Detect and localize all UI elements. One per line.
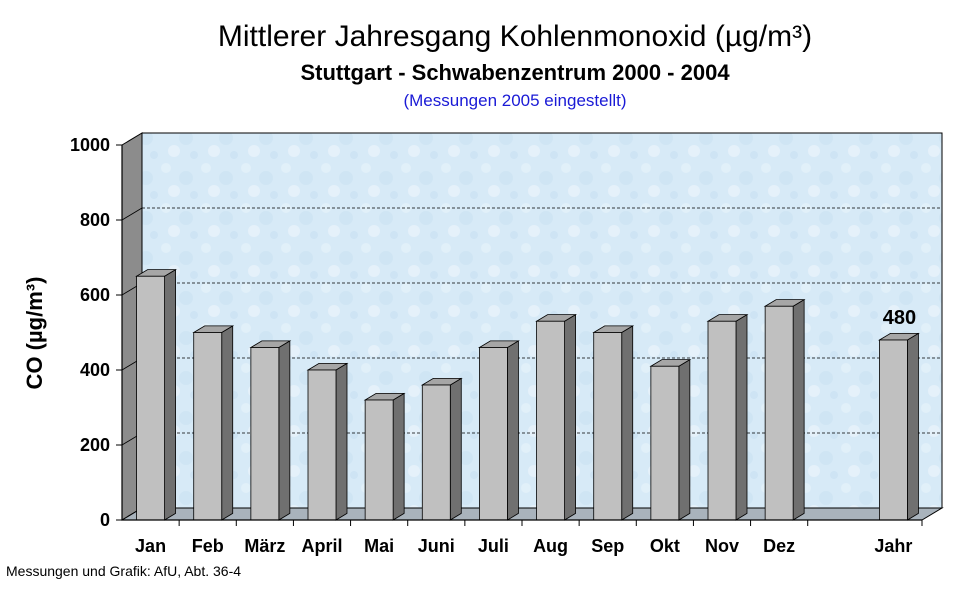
bar-Juli (477, 340, 520, 521)
bar-side (164, 268, 176, 521)
bar-side (735, 313, 748, 521)
y-tick-label: 0 (100, 510, 110, 530)
bar-front (136, 275, 165, 521)
x-tick-label: März (244, 536, 285, 556)
y-axis-label: CO (µg/m³) (22, 277, 47, 390)
bar-side (221, 325, 234, 521)
x-tick-label: April (301, 536, 342, 556)
floor (120, 507, 944, 521)
bar-side (792, 298, 805, 521)
bar-front (593, 332, 623, 521)
bar-side (335, 362, 348, 521)
y-tick-label: 800 (80, 210, 110, 230)
bar-side (678, 358, 691, 521)
bar-Aug (535, 313, 578, 521)
bar-Sep (592, 325, 635, 521)
bar-front (250, 347, 280, 521)
chart-note: (Messungen 2005 eingestellt) (403, 91, 627, 110)
chart-subtitle: Stuttgart - Schwabenzentrum 2000 - 2004 (300, 60, 730, 85)
plot-background (120, 132, 944, 521)
bar-Juni (420, 377, 463, 521)
bar-front (307, 369, 337, 521)
bar-front (536, 320, 565, 521)
bar-Jahr (877, 332, 920, 521)
x-tick-label: Mai (364, 536, 394, 556)
bar-front (364, 399, 394, 521)
x-tick-label: Nov (705, 536, 739, 556)
bar-side (907, 332, 919, 521)
y-tick-label: 200 (80, 435, 110, 455)
bars-group: 480 (135, 268, 920, 521)
bar-side (449, 377, 462, 521)
x-tick-label: Sep (591, 536, 624, 556)
bar-chart: 480 0 200 400 600 800 1000 Jan Feb März April Mai… (22, 132, 944, 556)
data-label: 480 (883, 307, 916, 329)
x-tick-label: Feb (192, 536, 224, 556)
y-tick-label: 1000 (70, 135, 110, 155)
x-tick-label: Okt (650, 536, 680, 556)
x-tick-label: Juni (418, 536, 455, 556)
bar-front (650, 365, 680, 521)
bar-front (707, 320, 737, 521)
bar-side (392, 392, 405, 521)
bar-Dez (763, 298, 806, 521)
bar-Jan (135, 268, 178, 521)
bar-front (879, 339, 908, 521)
x-tick-label: Juli (478, 536, 509, 556)
y-axis: 0 200 400 600 800 1000 (70, 135, 123, 530)
bar-front (479, 347, 508, 521)
bar-Nov (706, 313, 749, 521)
bar-side (621, 325, 634, 521)
x-tick-label: Jahr (874, 536, 912, 556)
bar-April (306, 362, 349, 521)
chart-title: Mittlerer Jahresgang Kohlenmonoxid (µg/m… (217, 20, 813, 53)
y-tick-label: 600 (80, 285, 110, 305)
bar-Okt (649, 358, 692, 521)
bar-side (278, 340, 291, 521)
x-axis: Jan Feb März April Mai Juni Juli Aug Sep Okt Nov De… (122, 519, 923, 556)
bar-front (764, 305, 794, 521)
x-tick-label: Jan (135, 536, 166, 556)
bar-Mai (363, 392, 406, 521)
bar-side (507, 340, 519, 521)
gridline-side (121, 207, 143, 221)
bar-März (249, 340, 292, 521)
bar-front (421, 384, 451, 521)
bar-front (193, 332, 223, 521)
source-footnote: Messungen und Grafik: AfU, Abt. 36-4 (6, 563, 242, 579)
x-tick-label: Aug (533, 536, 568, 556)
x-tick-label: Dez (763, 536, 795, 556)
bar-Feb (192, 325, 235, 521)
y-tick-label: 400 (80, 360, 110, 380)
bar-side (564, 313, 576, 521)
